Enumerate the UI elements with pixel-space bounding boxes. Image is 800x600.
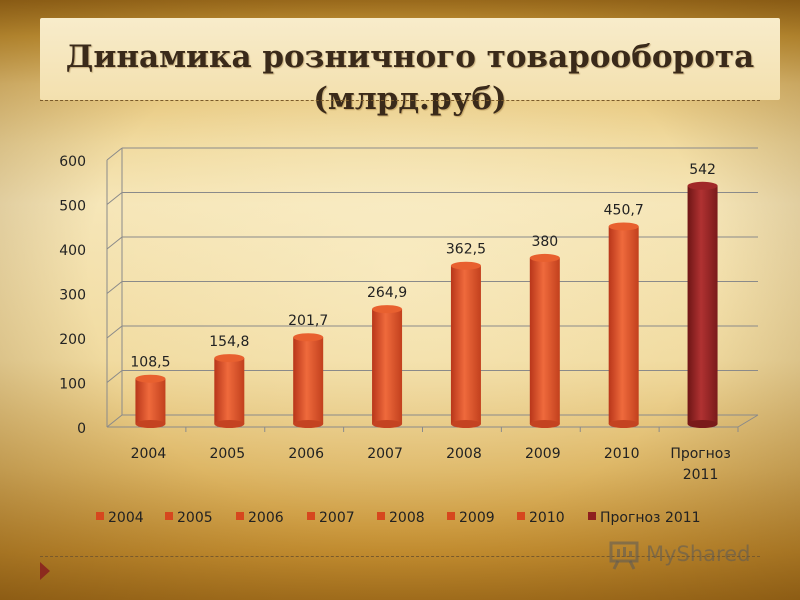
- data-label: 362,5: [446, 242, 486, 258]
- legend-label: Прогноз 2011: [600, 510, 701, 526]
- bar: [529, 257, 560, 424]
- grid-connector: [106, 414, 123, 428]
- page-title: Динамика розничного товарооборота (млрд.…: [40, 36, 780, 120]
- x-tick-label: 2008: [446, 446, 482, 462]
- legend-label: 2007: [319, 510, 355, 526]
- legend-label: 2010: [529, 510, 565, 526]
- x-tick-label: 2009: [525, 446, 561, 462]
- legend-label: 2005: [177, 510, 213, 526]
- y-tick-label: 300: [59, 288, 86, 304]
- bar-base: [372, 420, 403, 428]
- y-tick-label: 400: [59, 243, 86, 259]
- bar-top: [529, 253, 560, 262]
- bar-top: [687, 181, 718, 190]
- legend-label: 2008: [389, 510, 425, 526]
- legend-label: 2004: [108, 510, 144, 526]
- legend-label: 2006: [248, 510, 284, 526]
- bar-top: [450, 261, 481, 270]
- top-divider: [40, 100, 760, 101]
- bottom-divider: [40, 556, 760, 557]
- data-label: 108,5: [130, 355, 170, 371]
- data-label: 201,7: [288, 313, 328, 329]
- legend-swatch: [236, 512, 244, 520]
- x-tick-label: 2010: [604, 446, 640, 462]
- legend-label: 2009: [459, 510, 495, 526]
- bar-top: [608, 222, 639, 231]
- x-tick-label: 2011: [683, 467, 719, 483]
- watermark: MyShared: [608, 537, 768, 573]
- presentation-icon: [609, 541, 639, 570]
- bar: [687, 185, 718, 424]
- y-tick-label: 200: [59, 332, 86, 348]
- data-label: 154,8: [209, 334, 249, 350]
- legend-swatch: [165, 512, 173, 520]
- bar: [608, 226, 639, 424]
- grid-connector: [106, 370, 123, 383]
- bar-base: [214, 420, 245, 428]
- bar-base: [135, 420, 166, 428]
- y-tick-label: 100: [59, 377, 86, 393]
- data-label: 380: [531, 234, 558, 250]
- title-line-2: (млрд.руб): [313, 81, 507, 117]
- x-tick-label: 2005: [209, 446, 245, 462]
- x-tick-label: 2006: [288, 446, 324, 462]
- legend-swatch: [517, 512, 525, 520]
- grid-connector: [106, 192, 123, 205]
- grid-connector: [106, 236, 123, 250]
- legend-swatch: [447, 512, 455, 520]
- floor-edge: [737, 414, 759, 428]
- bar-base: [450, 420, 481, 428]
- bar-base: [293, 420, 324, 428]
- watermark-text: MyShared: [646, 542, 751, 566]
- data-label: 450,7: [604, 202, 644, 218]
- bar: [372, 309, 403, 424]
- bar: [293, 337, 324, 424]
- title-line-1: Динамика розничного товарооборота: [65, 39, 755, 75]
- x-tick-label: 2007: [367, 446, 403, 462]
- x-tick-label: Прогноз: [670, 446, 731, 462]
- bar-base: [529, 420, 560, 428]
- y-tick-label: 0: [77, 421, 86, 437]
- next-slide-arrow-icon[interactable]: [40, 562, 50, 580]
- bar-base: [687, 420, 718, 428]
- legend-swatch: [588, 512, 596, 520]
- bar: [135, 378, 166, 424]
- bar-base: [608, 420, 639, 428]
- y-tick-label: 500: [59, 199, 86, 215]
- legend-swatch: [377, 512, 385, 520]
- legend-swatch: [96, 512, 104, 520]
- bar: [450, 265, 481, 424]
- title-panel: [40, 18, 780, 100]
- grid-connector: [106, 325, 123, 339]
- bar: [214, 358, 245, 424]
- data-label: 542: [689, 162, 716, 178]
- data-label: 264,9: [367, 285, 407, 301]
- grid-connector: [106, 281, 123, 294]
- bar-top: [214, 354, 245, 363]
- bar-top: [135, 374, 166, 383]
- y-tick-label: 600: [59, 154, 86, 170]
- bar-top: [372, 305, 403, 314]
- legend-swatch: [307, 512, 315, 520]
- bar-top: [293, 333, 324, 342]
- grid-connector: [106, 147, 123, 161]
- x-tick-label: 2004: [131, 446, 167, 462]
